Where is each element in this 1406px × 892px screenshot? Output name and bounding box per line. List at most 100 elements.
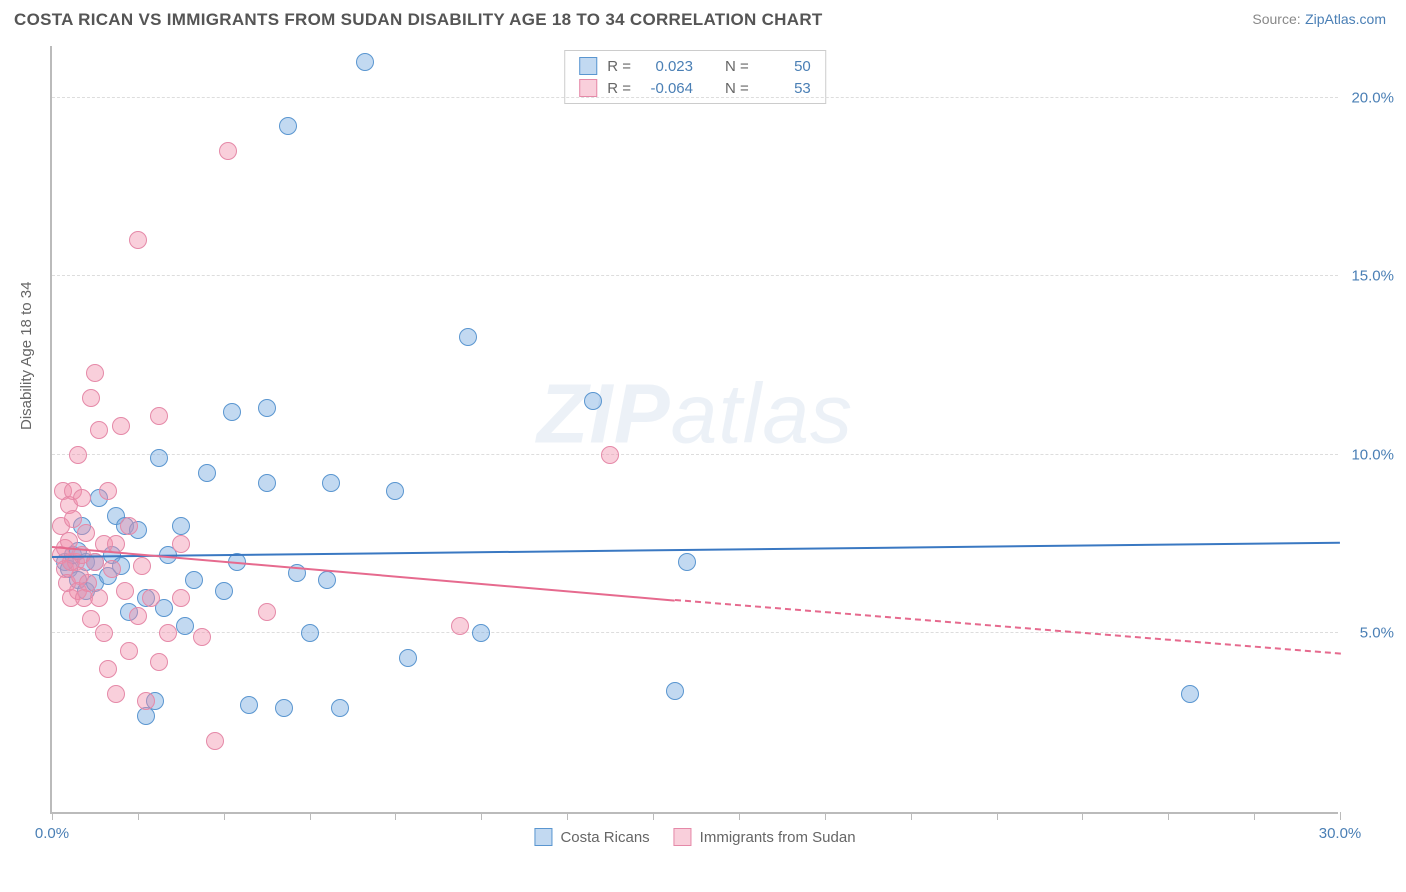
data-point [279, 117, 297, 135]
data-point [459, 328, 477, 346]
data-point [107, 685, 125, 703]
x-tick [653, 812, 654, 820]
x-tick-label-right: 30.0% [1319, 825, 1362, 842]
y-tick-label: 20.0% [1351, 89, 1394, 106]
x-tick [825, 812, 826, 820]
data-point [666, 682, 684, 700]
data-point [172, 535, 190, 553]
legend-label-1: Immigrants from Sudan [700, 829, 856, 846]
watermark-atlas: atlas [671, 366, 853, 460]
x-tick [567, 812, 568, 820]
chart-title: COSTA RICAN VS IMMIGRANTS FROM SUDAN DIS… [14, 10, 823, 30]
data-point [678, 553, 696, 571]
data-point [69, 446, 87, 464]
data-point [172, 589, 190, 607]
data-point [258, 474, 276, 492]
data-point [103, 560, 121, 578]
data-point [258, 399, 276, 417]
data-point [90, 589, 108, 607]
data-point [82, 389, 100, 407]
data-point [584, 392, 602, 410]
data-point [301, 624, 319, 642]
x-tick [481, 812, 482, 820]
x-tick [911, 812, 912, 820]
data-point [129, 231, 147, 249]
y-tick-label: 10.0% [1351, 446, 1394, 463]
data-point [318, 571, 336, 589]
x-tick [739, 812, 740, 820]
data-point [258, 603, 276, 621]
data-point [172, 517, 190, 535]
chart-plot-area: ZIPatlas R = 0.023 N = 50 R = -0.064 N =… [50, 46, 1338, 814]
x-tick [1168, 812, 1169, 820]
legend-swatch-0 [534, 828, 552, 846]
N-label: N = [725, 80, 749, 97]
data-point [472, 624, 490, 642]
data-point [240, 696, 258, 714]
gridline-h [52, 632, 1338, 633]
x-tick [310, 812, 311, 820]
stats-row-series-0: R = 0.023 N = 50 [579, 55, 811, 77]
regression-line [52, 542, 1340, 558]
gridline-h [52, 97, 1338, 98]
source-label: Source: [1252, 11, 1300, 27]
data-point [150, 407, 168, 425]
data-point [331, 699, 349, 717]
data-point [99, 660, 117, 678]
data-point [142, 589, 160, 607]
data-point [150, 653, 168, 671]
source-block: Source: ZipAtlas.com [1252, 11, 1386, 29]
R-value-1: -0.064 [641, 80, 693, 97]
x-tick [1082, 812, 1083, 820]
y-tick-label: 5.0% [1360, 625, 1394, 642]
data-point [451, 617, 469, 635]
source-link[interactable]: ZipAtlas.com [1305, 11, 1386, 27]
data-point [275, 699, 293, 717]
data-point [90, 421, 108, 439]
data-point [150, 449, 168, 467]
legend-label-0: Costa Ricans [560, 829, 649, 846]
y-axis-label: Disability Age 18 to 34 [18, 282, 35, 430]
legend-item-1: Immigrants from Sudan [674, 828, 856, 846]
data-point [120, 517, 138, 535]
data-point [601, 446, 619, 464]
data-point [176, 617, 194, 635]
data-point [95, 624, 113, 642]
watermark-zip: ZIP [537, 366, 671, 460]
data-point [1181, 685, 1199, 703]
legend-item-0: Costa Ricans [534, 828, 649, 846]
data-point [356, 53, 374, 71]
data-point [99, 482, 117, 500]
R-value-0: 0.023 [641, 58, 693, 75]
x-tick [1340, 812, 1341, 820]
x-tick [1254, 812, 1255, 820]
gridline-h [52, 454, 1338, 455]
data-point [223, 403, 241, 421]
x-tick [997, 812, 998, 820]
watermark: ZIPatlas [537, 365, 853, 462]
regression-line-dashed [674, 599, 1340, 655]
data-point [112, 417, 130, 435]
x-tick [52, 812, 53, 820]
data-point [77, 524, 95, 542]
y-tick-label: 15.0% [1351, 268, 1394, 285]
data-point [159, 624, 177, 642]
N-value-0: 50 [759, 58, 811, 75]
N-value-1: 53 [759, 80, 811, 97]
data-point [206, 732, 224, 750]
data-point [137, 692, 155, 710]
data-point [322, 474, 340, 492]
R-label: R = [607, 80, 631, 97]
bottom-legend: Costa Ricans Immigrants from Sudan [534, 828, 855, 846]
R-label: R = [607, 58, 631, 75]
data-point [129, 607, 147, 625]
x-tick [395, 812, 396, 820]
legend-swatch-1 [674, 828, 692, 846]
data-point [86, 364, 104, 382]
x-tick [138, 812, 139, 820]
data-point [133, 557, 151, 575]
data-point [73, 489, 91, 507]
x-tick [224, 812, 225, 820]
data-point [215, 582, 233, 600]
data-point [386, 482, 404, 500]
